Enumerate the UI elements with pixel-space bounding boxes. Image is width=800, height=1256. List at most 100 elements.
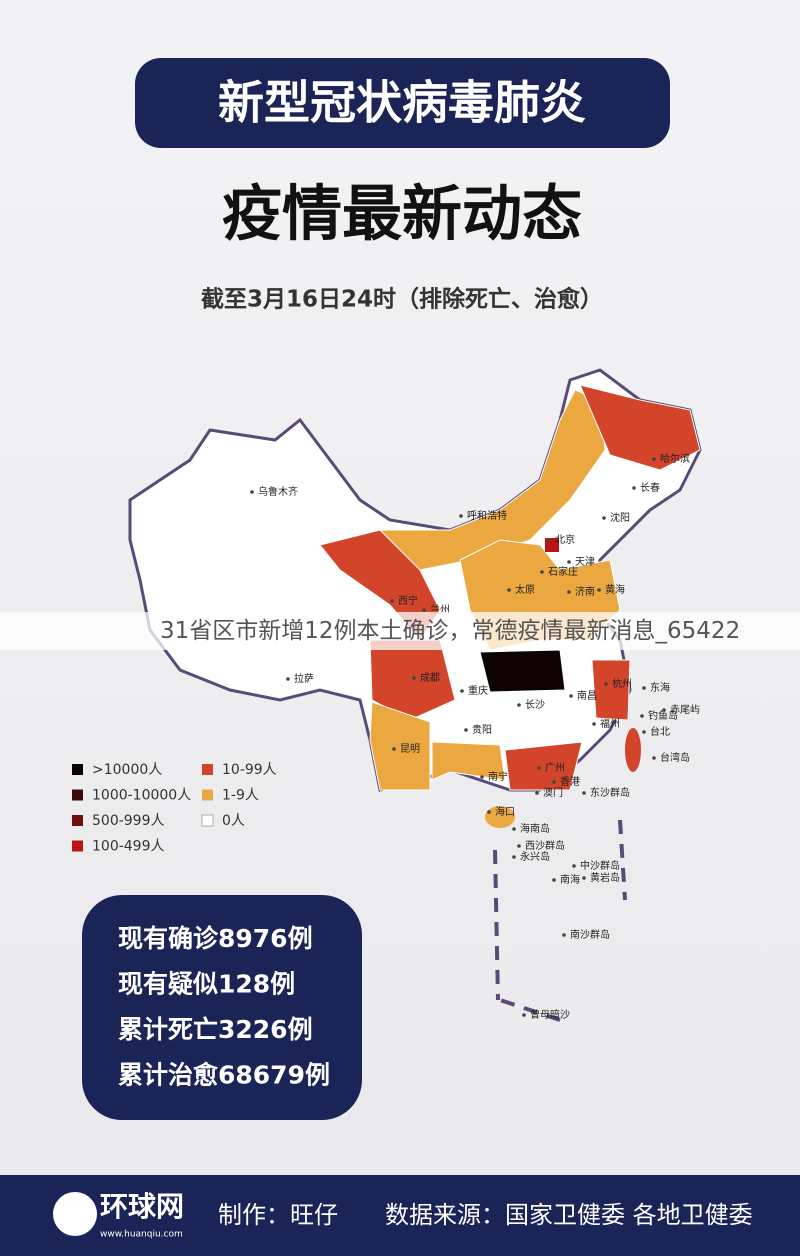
map-label: 沈阳 [610,511,630,524]
map-label: 东海 [650,681,670,694]
city-dot [537,766,541,770]
legend-swatch [202,789,213,801]
region [625,728,641,772]
map-label: 长春 [640,482,660,494]
legend-label: 100-499人 [92,839,165,855]
city-dot [460,689,464,693]
legend-label: 1-9人 [222,788,259,804]
city-dot [642,686,646,690]
map-label: 广州 [545,762,565,774]
map-label: 杭州 [612,677,632,690]
city-dot [392,747,396,751]
map-label: 拉萨 [294,672,314,685]
stat: 现有确诊8976例 [118,924,313,953]
city-dot [517,703,521,707]
region [369,701,431,791]
map-label: 永兴岛 [520,850,550,863]
logo: 环球网 [100,1190,184,1223]
map-label: 台湾岛 [660,751,690,764]
map-label: 曾母暗沙 [530,1008,570,1021]
legend-swatch [72,815,83,826]
city-dot [517,844,521,848]
city-dot [552,780,556,784]
map-label: 乌鲁木齐 [258,485,298,498]
city-dot [567,560,571,564]
map-label: 石家庄 [548,565,578,578]
region [479,649,566,693]
city-dot [604,682,608,686]
legend-swatch [202,764,213,775]
map-label: 南海 [560,873,580,886]
legend-label: >10000人 [92,762,162,778]
city-dot [569,694,573,698]
legend-swatch [72,840,83,852]
legend-swatch [72,789,83,801]
city-dot [640,714,644,718]
city-dot [642,730,646,734]
city-dot [507,588,511,592]
map-label: 中沙群岛 [580,859,620,872]
map-label: 重庆 [468,684,488,697]
legend-swatch [72,764,83,775]
city-dot [512,827,516,831]
legend-label: 0人 [222,813,245,829]
legend-label: 500-999人 [92,813,165,829]
city-dot [632,486,636,490]
city-dot [459,514,463,518]
footer-band [0,1175,800,1256]
city-dot [572,864,576,868]
map-label: 台北 [650,725,670,738]
region [485,806,515,828]
logo-url: www.huanqiu.com [100,1230,183,1240]
city-dot [652,457,656,461]
map-label: 昆明 [400,743,420,755]
city-dot [412,676,416,680]
city-dot [582,876,586,880]
stat: 现有疑似128例 [118,970,295,999]
city-dot [547,538,551,542]
map-label: 香港 [560,776,580,788]
map-label: 北京 [555,533,575,546]
headline: 疫情最新动态 [222,180,582,250]
map-label: 南沙群岛 [570,928,610,941]
credit: 制作：旺仔 [218,1201,338,1229]
map-label: 东沙群岛 [590,786,630,799]
city-dot [567,590,571,594]
city-dot [602,516,606,520]
map-label: 哈尔滨 [660,452,690,465]
region [504,741,583,791]
map-label: 海南岛 [520,822,550,835]
map-label: 西沙群岛 [525,839,565,852]
city-dot [422,608,426,612]
map-label: 福州 [600,717,620,730]
city-dot [652,756,656,760]
caption: 31省区市新增12例本土确诊，常德疫情最新消息_65422 [160,618,741,644]
city-dot [552,878,556,882]
map-label: 黄岩岛 [590,871,620,884]
map-label: 济南 [575,585,595,598]
title: 新型冠状病毒肺炎 [218,76,586,130]
stat: 累计治愈68679例 [118,1061,330,1090]
region [579,384,701,471]
map-label: 南宁 [488,770,508,783]
stats-box [82,895,362,1120]
city-dot [390,599,394,603]
sea-boundary [493,819,627,1022]
city-dot [592,722,596,726]
region [431,741,506,781]
region [591,659,631,721]
map-label: 成都 [420,672,440,684]
map-label: 西宁 [398,594,418,607]
legend-label: 10-99人 [222,762,277,778]
source: 数据来源：国家卫健委 各地卫健委 [385,1201,753,1229]
map-label: 钓鱼岛 [648,709,678,722]
map-label: 天津 [575,556,595,568]
city-dot [540,570,544,574]
city-dot [597,588,601,592]
city-dot [522,1013,526,1017]
city-dot [250,490,254,494]
caption-band: 31省区市新增12例本土确诊，常德疫情最新消息_65422 [0,612,800,650]
logo-icon [53,1192,97,1236]
